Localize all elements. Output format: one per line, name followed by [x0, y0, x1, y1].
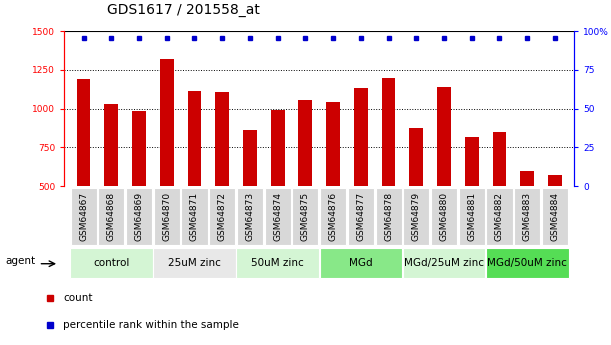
- Bar: [465, 137, 478, 186]
- Bar: [348, 188, 374, 246]
- Text: percentile rank within the sample: percentile rank within the sample: [63, 320, 239, 330]
- Bar: [486, 248, 568, 278]
- Bar: [382, 78, 395, 186]
- Bar: [237, 188, 263, 246]
- Text: GSM64869: GSM64869: [134, 192, 144, 241]
- Text: 50uM zinc: 50uM zinc: [251, 258, 304, 268]
- Text: GSM64878: GSM64878: [384, 192, 393, 241]
- Text: GSM64884: GSM64884: [551, 192, 560, 241]
- Bar: [409, 128, 423, 186]
- Text: GSM64867: GSM64867: [79, 192, 88, 241]
- Text: GSM64868: GSM64868: [107, 192, 116, 241]
- Bar: [160, 59, 174, 186]
- Bar: [403, 248, 485, 278]
- Bar: [298, 100, 312, 186]
- Text: agent: agent: [5, 256, 35, 266]
- Text: GSM64877: GSM64877: [356, 192, 365, 241]
- Bar: [236, 248, 319, 278]
- Bar: [209, 188, 235, 246]
- Bar: [70, 248, 153, 278]
- Bar: [104, 104, 118, 186]
- Bar: [132, 111, 146, 186]
- Bar: [542, 188, 568, 246]
- Bar: [126, 188, 152, 246]
- Bar: [320, 188, 346, 246]
- Bar: [437, 87, 451, 186]
- Text: GSM64876: GSM64876: [329, 192, 338, 241]
- Bar: [181, 188, 208, 246]
- Bar: [76, 79, 90, 186]
- Text: GSM64871: GSM64871: [190, 192, 199, 241]
- Text: GSM64880: GSM64880: [439, 192, 448, 241]
- Bar: [215, 91, 229, 186]
- Text: control: control: [93, 258, 130, 268]
- Bar: [320, 248, 402, 278]
- Bar: [376, 188, 401, 246]
- Text: GSM64874: GSM64874: [273, 192, 282, 241]
- Text: count: count: [63, 294, 92, 303]
- Text: GSM64881: GSM64881: [467, 192, 476, 241]
- Bar: [492, 132, 507, 186]
- Bar: [326, 102, 340, 186]
- Text: GSM64870: GSM64870: [163, 192, 171, 241]
- Bar: [271, 110, 285, 186]
- Bar: [486, 188, 513, 246]
- Bar: [514, 188, 540, 246]
- Text: GSM64882: GSM64882: [495, 192, 504, 241]
- Text: GSM64873: GSM64873: [246, 192, 254, 241]
- Bar: [70, 188, 97, 246]
- Bar: [292, 188, 318, 246]
- Bar: [521, 171, 534, 186]
- Bar: [243, 130, 257, 186]
- Bar: [548, 175, 562, 186]
- Bar: [153, 248, 236, 278]
- Bar: [403, 188, 430, 246]
- Text: 25uM zinc: 25uM zinc: [168, 258, 221, 268]
- Bar: [188, 91, 202, 186]
- Bar: [98, 188, 124, 246]
- Text: GSM64879: GSM64879: [412, 192, 421, 241]
- Bar: [354, 88, 368, 186]
- Bar: [154, 188, 180, 246]
- Text: MGd/50uM zinc: MGd/50uM zinc: [487, 258, 567, 268]
- Text: GDS1617 / 201558_at: GDS1617 / 201558_at: [107, 3, 260, 17]
- Text: GSM64875: GSM64875: [301, 192, 310, 241]
- Bar: [265, 188, 291, 246]
- Bar: [431, 188, 457, 246]
- Text: GSM64883: GSM64883: [522, 192, 532, 241]
- Text: MGd: MGd: [349, 258, 373, 268]
- Text: MGd/25uM zinc: MGd/25uM zinc: [404, 258, 484, 268]
- Bar: [459, 188, 485, 246]
- Text: GSM64872: GSM64872: [218, 192, 227, 241]
